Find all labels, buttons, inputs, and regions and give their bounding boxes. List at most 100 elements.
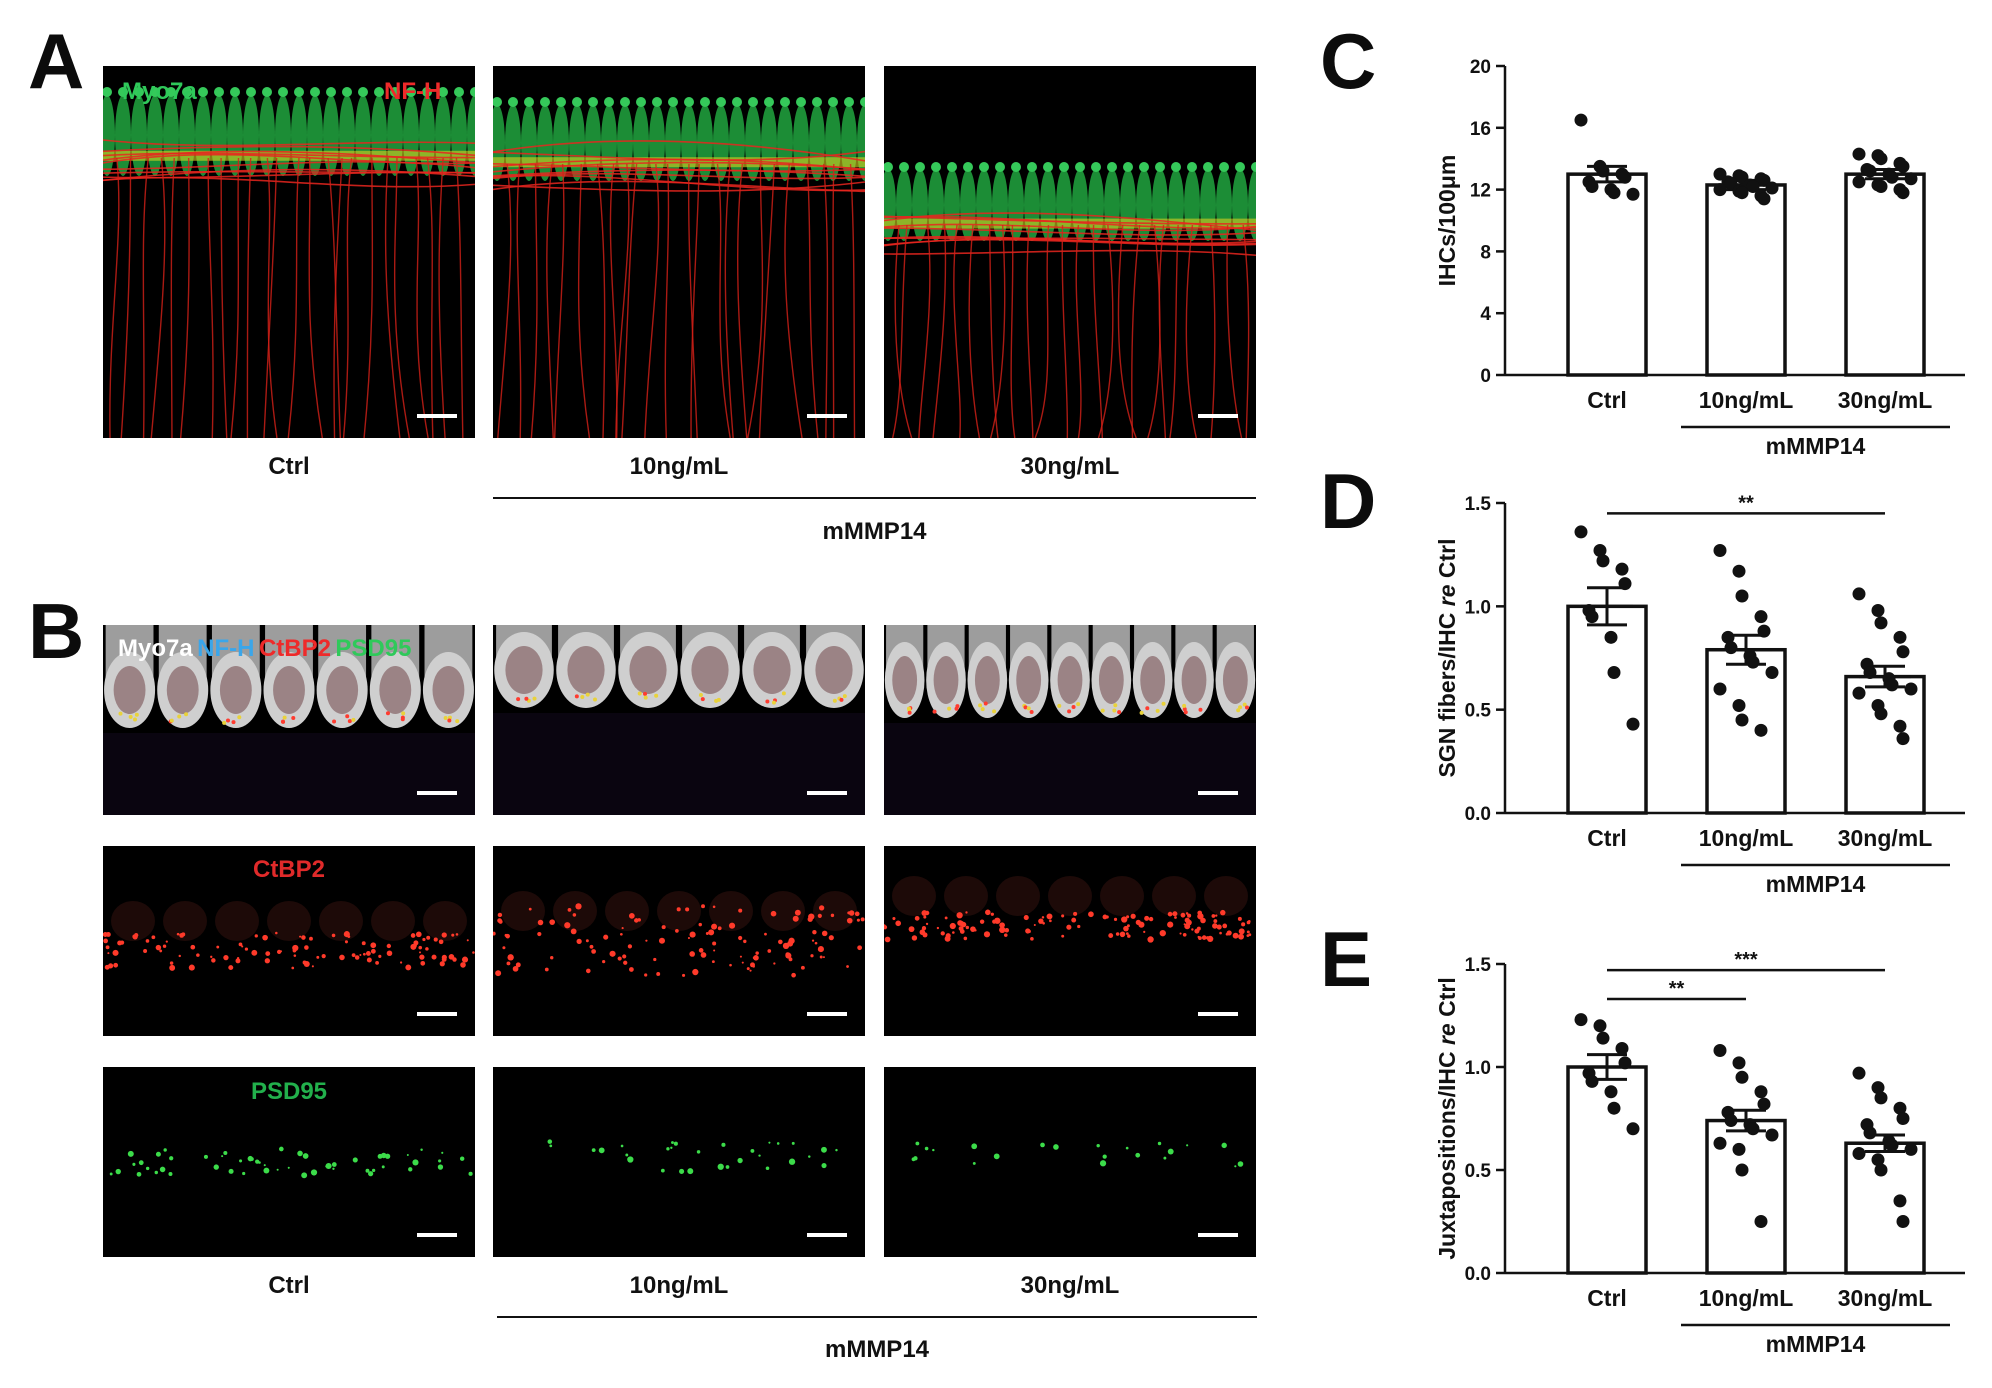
chart-e-point xyxy=(1732,1056,1746,1070)
chart-e-point xyxy=(1713,1136,1727,1150)
group-line-b xyxy=(497,1316,1257,1318)
chart-d-point xyxy=(1893,719,1907,733)
micrograph-b-merge-10ng xyxy=(493,625,865,815)
chart-e-bar xyxy=(1844,1141,1926,1275)
chart-e-point xyxy=(1593,1019,1607,1033)
chart-c-point xyxy=(1874,180,1888,194)
chart-c-point xyxy=(1618,170,1632,184)
chart-c-ytick-label: 4 xyxy=(1480,304,1491,325)
chart-e-point xyxy=(1604,1085,1618,1099)
chart-e-point xyxy=(1574,1013,1588,1027)
channel-label-b-myo7a: Myo7a xyxy=(118,635,193,662)
chart-e-group-label: mMMP14 xyxy=(1766,1331,1866,1357)
channel-label-b-nfh: NF-H xyxy=(197,635,255,662)
channel-label-nfh: NF-H xyxy=(384,78,442,105)
chart-e-ylabel-part: Juxtapositions/IHC xyxy=(1434,1045,1460,1260)
chart-e-point xyxy=(1757,1097,1771,1111)
label-b-ctrl: Ctrl xyxy=(268,1272,310,1299)
chart-e-point xyxy=(1615,1041,1629,1055)
channel-label-b-psd95: PSD95 xyxy=(335,635,412,662)
micrograph-a-ctrl xyxy=(103,66,475,438)
chart-e-point xyxy=(1735,1070,1749,1084)
chart-e-ylabel-part: re xyxy=(1434,1023,1460,1045)
chart-e-point xyxy=(1893,1194,1907,1208)
chart-e-point xyxy=(1893,1101,1907,1115)
chart-e-category-label: 30ng/mL xyxy=(1838,1285,1933,1311)
chart-d-point xyxy=(1732,699,1746,713)
chart-d-ylabel-part: re xyxy=(1434,584,1460,606)
label-a-30ng: 30ng/mL xyxy=(1020,453,1120,480)
chart-e-point xyxy=(1732,1142,1746,1156)
chart-d-point xyxy=(1713,682,1727,696)
chart-e-point xyxy=(1904,1142,1918,1156)
chart-e-point xyxy=(1874,1163,1888,1177)
chart-d-group-label: mMMP14 xyxy=(1766,871,1866,897)
chart-e-point xyxy=(1896,1215,1910,1228)
chart-d-category-label: 30ng/mL xyxy=(1838,825,1933,851)
chart-d-point xyxy=(1585,610,1599,624)
micrograph-b-psd95-ctrl xyxy=(103,1067,475,1257)
chart-e-point xyxy=(1724,1114,1738,1128)
panel-e-letter: E xyxy=(1320,915,1373,1003)
group-label-a: mMMP14 xyxy=(822,518,927,545)
chart-e-point xyxy=(1871,1081,1885,1095)
scale-bar xyxy=(807,1233,847,1237)
chart-e-point xyxy=(1896,1112,1910,1125)
channel-label-psd95-row: PSD95 xyxy=(250,1078,328,1105)
chart-c-point xyxy=(1596,164,1610,178)
chart-d-point xyxy=(1607,665,1621,679)
chart-d-point xyxy=(1863,665,1877,679)
chart-e-point xyxy=(1754,1215,1768,1228)
channel-label-b-ctbp2: CtBP2 xyxy=(258,635,331,662)
chart-d-point xyxy=(1732,564,1746,578)
chart-d-point xyxy=(1874,616,1888,630)
chart-e-point xyxy=(1871,1153,1885,1167)
chart-d-category-label: 10ng/mL xyxy=(1699,825,1794,851)
chart-c-point xyxy=(1574,113,1588,127)
chart-d-point xyxy=(1735,713,1749,727)
chart-d-point xyxy=(1721,630,1735,644)
chart-e-point xyxy=(1885,1138,1899,1152)
label-b-10ng: 10ng/mL xyxy=(629,1272,729,1299)
panel-c-letter: C xyxy=(1320,17,1377,105)
chart-c-group-label: mMMP14 xyxy=(1766,433,1866,459)
chart-d-point xyxy=(1893,630,1907,644)
chart-c-point xyxy=(1896,159,1910,173)
chart-d-category-label: Ctrl xyxy=(1587,825,1627,851)
group-line-a xyxy=(493,497,1256,499)
label-b-30ng: 30ng/mL xyxy=(1020,1272,1120,1299)
chart-c-ytick-label: 0 xyxy=(1480,366,1491,387)
chart-d-ylabel-part: Ctrl xyxy=(1434,538,1460,584)
micrograph-b-merge-30ng xyxy=(884,625,1256,815)
chart-c-category-label: 30ng/mL xyxy=(1838,387,1933,413)
micrograph-b-merge-ctrl xyxy=(103,625,475,815)
chart-c-point xyxy=(1852,147,1866,161)
chart-c-group: 0 4 8 12 16 20 IHCs/100μm Ctrl 10ng/mL 30ng/mL mMM… xyxy=(1434,57,1965,459)
chart-d-point xyxy=(1765,665,1779,679)
chart-e-point xyxy=(1713,1044,1727,1058)
chart-c-point xyxy=(1885,170,1899,184)
micrograph-b-ctbp2-ctrl xyxy=(103,846,475,1036)
chart-d-point xyxy=(1754,723,1768,737)
chart-c-point xyxy=(1713,183,1727,197)
label-a-10ng: 10ng/mL xyxy=(629,453,729,480)
chart-d-point xyxy=(1593,544,1607,558)
chart-d-point xyxy=(1754,610,1768,624)
chart-c-point xyxy=(1852,175,1866,189)
chart-c-point xyxy=(1904,172,1918,186)
micrograph-b-psd95-30ng xyxy=(884,1067,1256,1257)
micrograph-a-30ng xyxy=(884,66,1256,438)
chart-c-point xyxy=(1724,176,1738,190)
chart-d-ylabel-part: SGN fibers/IHC xyxy=(1434,606,1460,777)
chart-c-point xyxy=(1757,192,1771,206)
chart-c-category-label: 10ng/mL xyxy=(1699,387,1794,413)
chart-c-ytick-label: 16 xyxy=(1470,119,1491,140)
micrograph-b-psd95-10ng xyxy=(493,1067,865,1257)
panel-b-letter: B xyxy=(28,587,85,675)
micrograph-b-ctbp2-30ng xyxy=(884,846,1256,1036)
chart-e-ytick-label: 0.0 xyxy=(1465,1264,1491,1285)
chart-d-point xyxy=(1713,544,1727,558)
chart-c-point xyxy=(1735,186,1749,200)
scale-bar xyxy=(807,791,847,795)
